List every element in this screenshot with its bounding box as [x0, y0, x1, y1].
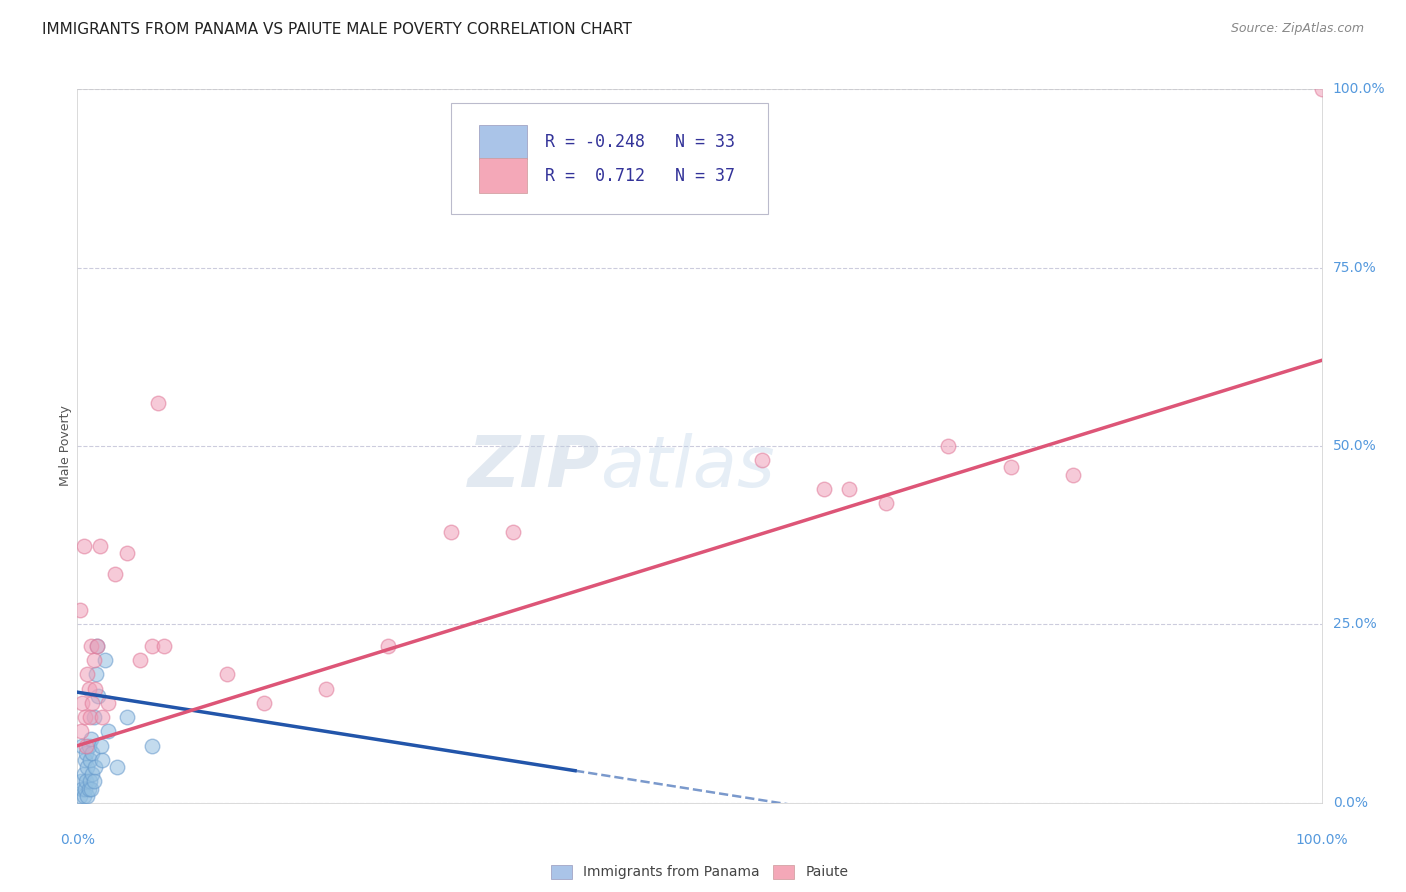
Point — [104, 567, 127, 582]
Text: 0.0%: 0.0% — [60, 833, 94, 847]
Point — [75, 746, 97, 760]
Point — [83, 653, 105, 667]
Point — [84, 667, 107, 681]
Point — [153, 639, 176, 653]
Point — [83, 710, 105, 724]
Point — [72, 767, 94, 781]
Point — [69, 789, 91, 803]
Point — [377, 639, 399, 653]
Point — [1310, 82, 1333, 96]
Point — [76, 789, 98, 803]
Point — [72, 789, 94, 803]
Point — [75, 774, 97, 789]
Point — [90, 739, 112, 753]
Point — [77, 739, 100, 753]
Point — [83, 681, 105, 696]
Point — [115, 546, 138, 560]
Point — [875, 496, 897, 510]
Point — [80, 731, 103, 746]
Point — [83, 760, 105, 774]
Point — [89, 539, 111, 553]
Point — [72, 696, 94, 710]
Point — [86, 639, 108, 653]
Bar — [479, 159, 526, 193]
Point — [72, 539, 94, 553]
Point — [502, 524, 524, 539]
Point — [72, 739, 94, 753]
Point — [97, 724, 120, 739]
Point — [838, 482, 860, 496]
Y-axis label: Male Poverty: Male Poverty — [59, 406, 72, 486]
Point — [77, 681, 100, 696]
Text: R =  0.712   N = 37: R = 0.712 N = 37 — [546, 167, 735, 185]
Point — [76, 760, 98, 774]
Point — [128, 653, 150, 667]
Text: 75.0%: 75.0% — [1333, 260, 1376, 275]
Point — [97, 696, 120, 710]
Point — [87, 689, 110, 703]
Text: IMMIGRANTS FROM PANAMA VS PAIUTE MALE POVERTY CORRELATION CHART: IMMIGRANTS FROM PANAMA VS PAIUTE MALE PO… — [42, 22, 633, 37]
Point — [73, 710, 96, 724]
Point — [79, 710, 101, 724]
Point — [141, 739, 163, 753]
Point — [80, 639, 103, 653]
Point — [76, 667, 98, 681]
Text: 100.0%: 100.0% — [1295, 833, 1348, 847]
Point — [1000, 460, 1022, 475]
Point — [80, 781, 103, 796]
Point — [105, 760, 128, 774]
Point — [82, 696, 104, 710]
Point — [73, 753, 96, 767]
Point — [115, 710, 138, 724]
Text: Source: ZipAtlas.com: Source: ZipAtlas.com — [1230, 22, 1364, 36]
Point — [253, 696, 276, 710]
Text: R = -0.248   N = 33: R = -0.248 N = 33 — [546, 133, 735, 151]
FancyBboxPatch shape — [451, 103, 768, 214]
Text: 50.0%: 50.0% — [1333, 439, 1376, 453]
Point — [79, 753, 101, 767]
Point — [73, 781, 96, 796]
Text: 100.0%: 100.0% — [1333, 82, 1385, 96]
Text: ZIP: ZIP — [468, 433, 600, 502]
Point — [315, 681, 337, 696]
Point — [72, 781, 94, 796]
Point — [77, 781, 100, 796]
Point — [82, 746, 104, 760]
Point — [93, 653, 115, 667]
Point — [70, 774, 93, 789]
Bar — [479, 125, 526, 159]
Point — [75, 739, 97, 753]
Legend: Immigrants from Panama, Paiute: Immigrants from Panama, Paiute — [546, 859, 853, 885]
Text: 0.0%: 0.0% — [1333, 796, 1368, 810]
Point — [91, 710, 114, 724]
Point — [751, 453, 773, 467]
Point — [141, 639, 163, 653]
Point — [69, 603, 91, 617]
Point — [79, 774, 101, 789]
Point — [82, 767, 104, 781]
Point — [70, 724, 93, 739]
Point — [1062, 467, 1084, 482]
Point — [215, 667, 238, 681]
Text: 25.0%: 25.0% — [1333, 617, 1376, 632]
Point — [938, 439, 960, 453]
Point — [813, 482, 835, 496]
Point — [83, 774, 105, 789]
Point — [148, 396, 170, 410]
Point — [86, 639, 108, 653]
Point — [91, 753, 114, 767]
Text: atlas: atlas — [600, 433, 775, 502]
Point — [440, 524, 463, 539]
